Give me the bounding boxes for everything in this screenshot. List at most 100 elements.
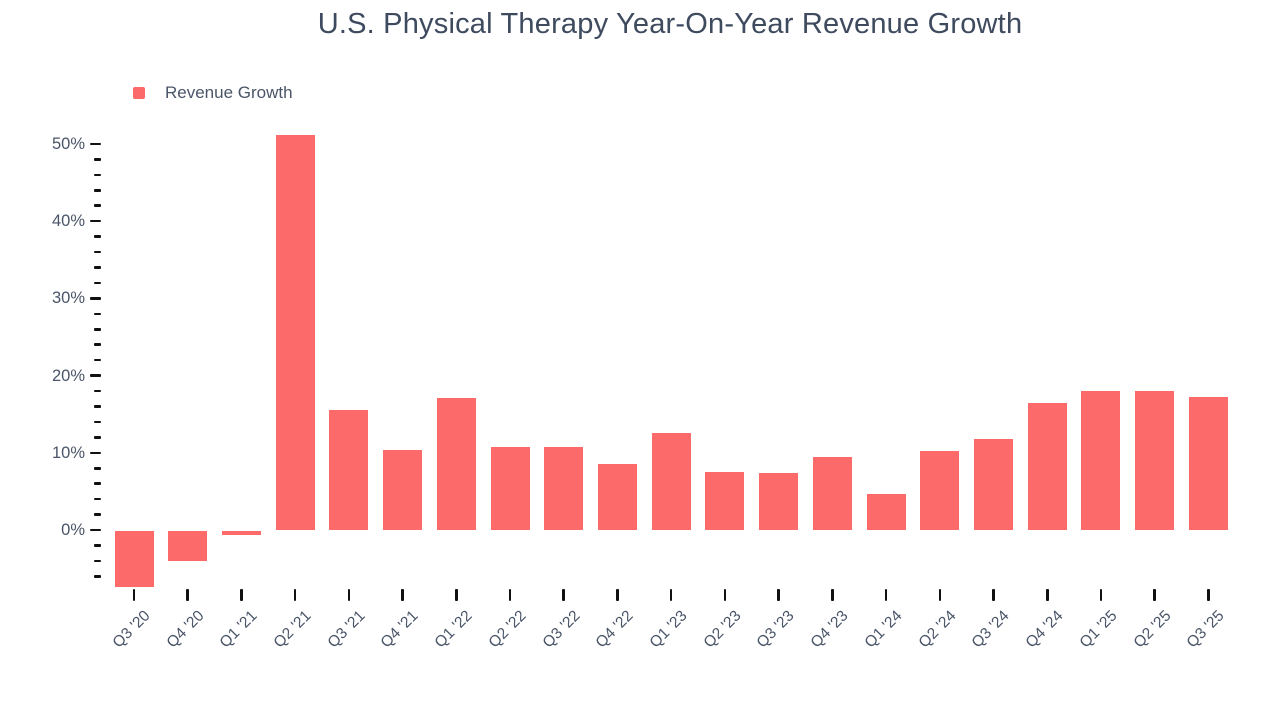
x-axis-tick (240, 589, 243, 601)
bar-q4-20 (168, 531, 208, 562)
y-axis-minor-tick (94, 559, 101, 563)
legend: Revenue Growth (133, 83, 293, 103)
bar-q1-24 (866, 494, 906, 530)
y-axis-minor-tick (94, 312, 101, 316)
x-axis-tick (777, 589, 780, 601)
bar-q2-21 (275, 134, 315, 530)
x-axis-label: Q4 '24 (1022, 607, 1067, 652)
x-axis-label: Q3 '23 (753, 607, 798, 652)
bar-q1-21 (221, 531, 261, 535)
bar-q1-25 (1081, 391, 1121, 530)
y-axis-label: 40% (51, 212, 85, 231)
x-axis-label: Q3 '22 (539, 607, 584, 652)
x-axis-tick (455, 589, 458, 601)
y-axis-major-tick (90, 374, 101, 377)
legend-label-revenue-growth: Revenue Growth (165, 83, 293, 102)
y-axis-major-tick (90, 528, 101, 532)
x-axis-tick (293, 589, 297, 601)
y-axis-minor-tick (94, 405, 101, 408)
x-axis-tick (938, 589, 942, 601)
bar-q4-24 (1027, 403, 1067, 530)
x-axis-label: Q1 '25 (1076, 607, 1121, 652)
y-axis-minor-tick (94, 281, 101, 285)
x-axis-label: Q2 '24 (915, 607, 960, 652)
y-axis-minor-tick (94, 250, 101, 254)
bar-q2-24 (920, 451, 960, 530)
bar-q2-22 (490, 447, 530, 530)
bar-q3-24 (974, 438, 1014, 530)
y-axis-minor-tick (94, 204, 101, 208)
y-axis-minor-tick (94, 189, 101, 192)
x-axis-label: Q2 '21 (270, 607, 315, 652)
y-axis-minor-tick (94, 420, 101, 424)
y-axis-major-tick (90, 219, 101, 223)
bar-q4-23 (812, 456, 852, 530)
x-axis-label: Q4 '21 (377, 607, 422, 652)
bar-q2-25 (1135, 391, 1175, 530)
y-axis-major-tick (90, 297, 101, 300)
x-axis-tick (132, 589, 136, 601)
x-axis-tick (1099, 589, 1103, 601)
bar-q3-20 (114, 531, 154, 587)
y-axis-minor-tick (94, 482, 101, 485)
y-axis-minor-tick (94, 575, 101, 578)
y-axis-major-tick (90, 451, 101, 455)
y-axis-label: 30% (51, 289, 85, 308)
x-axis-label: Q3 '21 (324, 607, 369, 652)
x-axis-label: Q1 '23 (646, 607, 691, 652)
y-axis-minor-tick (94, 358, 101, 362)
legend-swatch-revenue-growth (133, 87, 145, 99)
y-axis-minor-tick (94, 235, 101, 238)
y-axis-minor-tick (94, 389, 101, 393)
x-axis-tick (992, 589, 995, 601)
x-axis-tick (508, 589, 512, 601)
x-axis-label: Q4 '23 (807, 607, 852, 652)
x-axis-tick (1045, 589, 1049, 601)
x-axis-label: Q2 '22 (485, 607, 530, 652)
y-axis-minor-tick (94, 436, 101, 439)
y-axis-minor-tick (94, 513, 101, 516)
bar-q1-23 (651, 432, 691, 530)
bar-q2-23 (705, 472, 745, 530)
x-axis-tick (186, 589, 189, 601)
x-axis-label: Q4 '20 (163, 607, 208, 652)
x-axis-tick (401, 589, 404, 601)
bar-q3-23 (759, 472, 799, 530)
x-axis-label: Q3 '25 (1183, 607, 1228, 652)
x-axis-label: Q1 '22 (431, 607, 476, 652)
x-axis-tick (884, 589, 888, 601)
y-axis-minor-tick (94, 158, 101, 161)
x-axis-tick (723, 589, 727, 601)
x-axis-tick (347, 589, 351, 601)
y-axis-label: 0% (61, 521, 85, 539)
x-axis-tick (1207, 589, 1210, 601)
x-axis-tick (669, 589, 673, 601)
x-axis-label: Q1 '24 (861, 607, 906, 652)
y-axis-minor-tick (94, 266, 101, 269)
x-axis-tick (1153, 589, 1156, 601)
x-axis-label: Q2 '23 (700, 607, 745, 652)
bar-q4-21 (383, 450, 423, 530)
bar-q3-25 (1188, 397, 1228, 530)
y-axis-minor-tick (94, 497, 101, 501)
y-axis-minor-tick (94, 327, 101, 331)
y-axis-minor-tick (94, 343, 101, 346)
y-axis-major-tick (90, 142, 101, 146)
x-axis-label: Q2 '25 (1130, 607, 1175, 652)
x-axis-label: Q1 '21 (216, 607, 261, 652)
x-axis-tick (562, 589, 566, 601)
bar-q3-22 (544, 447, 584, 530)
bar-q3-21 (329, 410, 369, 530)
y-axis-label: 20% (51, 366, 85, 385)
x-axis-tick (616, 589, 619, 601)
x-axis-tick (831, 589, 834, 601)
chart-title: U.S. Physical Therapy Year-On-Year Reven… (317, 8, 1023, 40)
y-axis-label: 50% (51, 135, 85, 153)
x-axis-label: Q3 '24 (968, 607, 1013, 652)
x-axis-label: Q3 '20 (109, 607, 154, 652)
y-axis-minor-tick (94, 544, 101, 547)
bar-q4-22 (597, 463, 637, 530)
y-axis-minor-tick (94, 173, 101, 177)
